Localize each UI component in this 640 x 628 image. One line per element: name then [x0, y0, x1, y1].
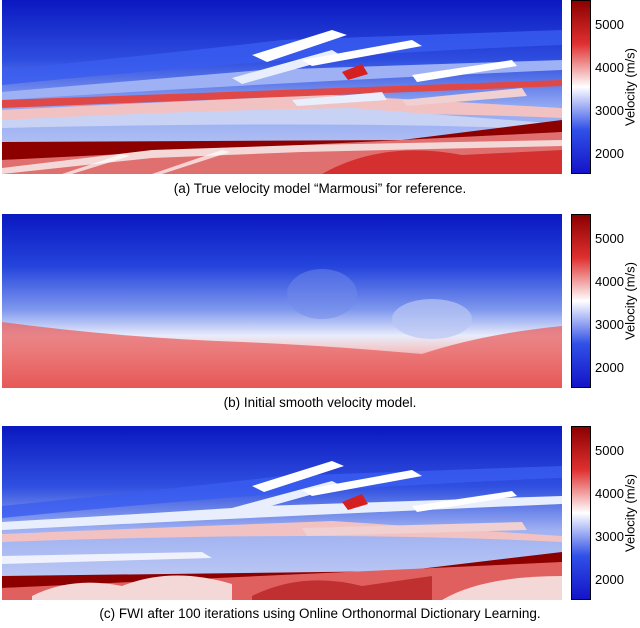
colorbar-a — [571, 0, 591, 174]
caption-a: (a) True velocity model “Marmousi” for r… — [173, 181, 467, 196]
colorbar-tick: 2000 — [595, 572, 624, 587]
colorbar-tick: 5000 — [595, 17, 624, 32]
colorbar-tick: 4000 — [595, 274, 624, 289]
colorbar-label: Velocity (m/s) — [622, 473, 638, 553]
colorbar-tick: 4000 — [595, 486, 624, 501]
velocity-image-initial — [2, 214, 562, 388]
panel-b: 5000 4000 3000 2000 Velocity (m/s) (b) I… — [0, 214, 640, 426]
velocity-image-true — [2, 0, 562, 174]
colorbar-tick: 2000 — [595, 360, 624, 375]
colorbar-tick: 3000 — [595, 317, 624, 332]
colorbar-c — [571, 426, 591, 600]
colorbar-tick: 4000 — [595, 60, 624, 75]
colorbar-label: Velocity (m/s) — [622, 261, 638, 341]
colorbar-tick: 3000 — [595, 103, 624, 118]
colorbar-tick: 3000 — [595, 529, 624, 544]
colorbar-tick: 5000 — [595, 443, 624, 458]
colorbar-tick: 5000 — [595, 231, 624, 246]
colorbar-tick: 2000 — [595, 146, 624, 161]
velocity-image-fwi — [2, 426, 562, 600]
colorbar-label: Velocity (m/s) — [622, 47, 638, 127]
caption-b: (b) Initial smooth velocity model. — [223, 395, 417, 410]
colorbar-b — [571, 214, 591, 388]
caption-c: (c) FWI after 100 iterations using Onlin… — [99, 606, 541, 621]
panel-a: 5000 4000 3000 2000 Velocity (m/s) (a) T… — [0, 0, 640, 212]
panel-c: 5000 4000 3000 2000 Velocity (m/s) (c) F… — [0, 426, 640, 628]
